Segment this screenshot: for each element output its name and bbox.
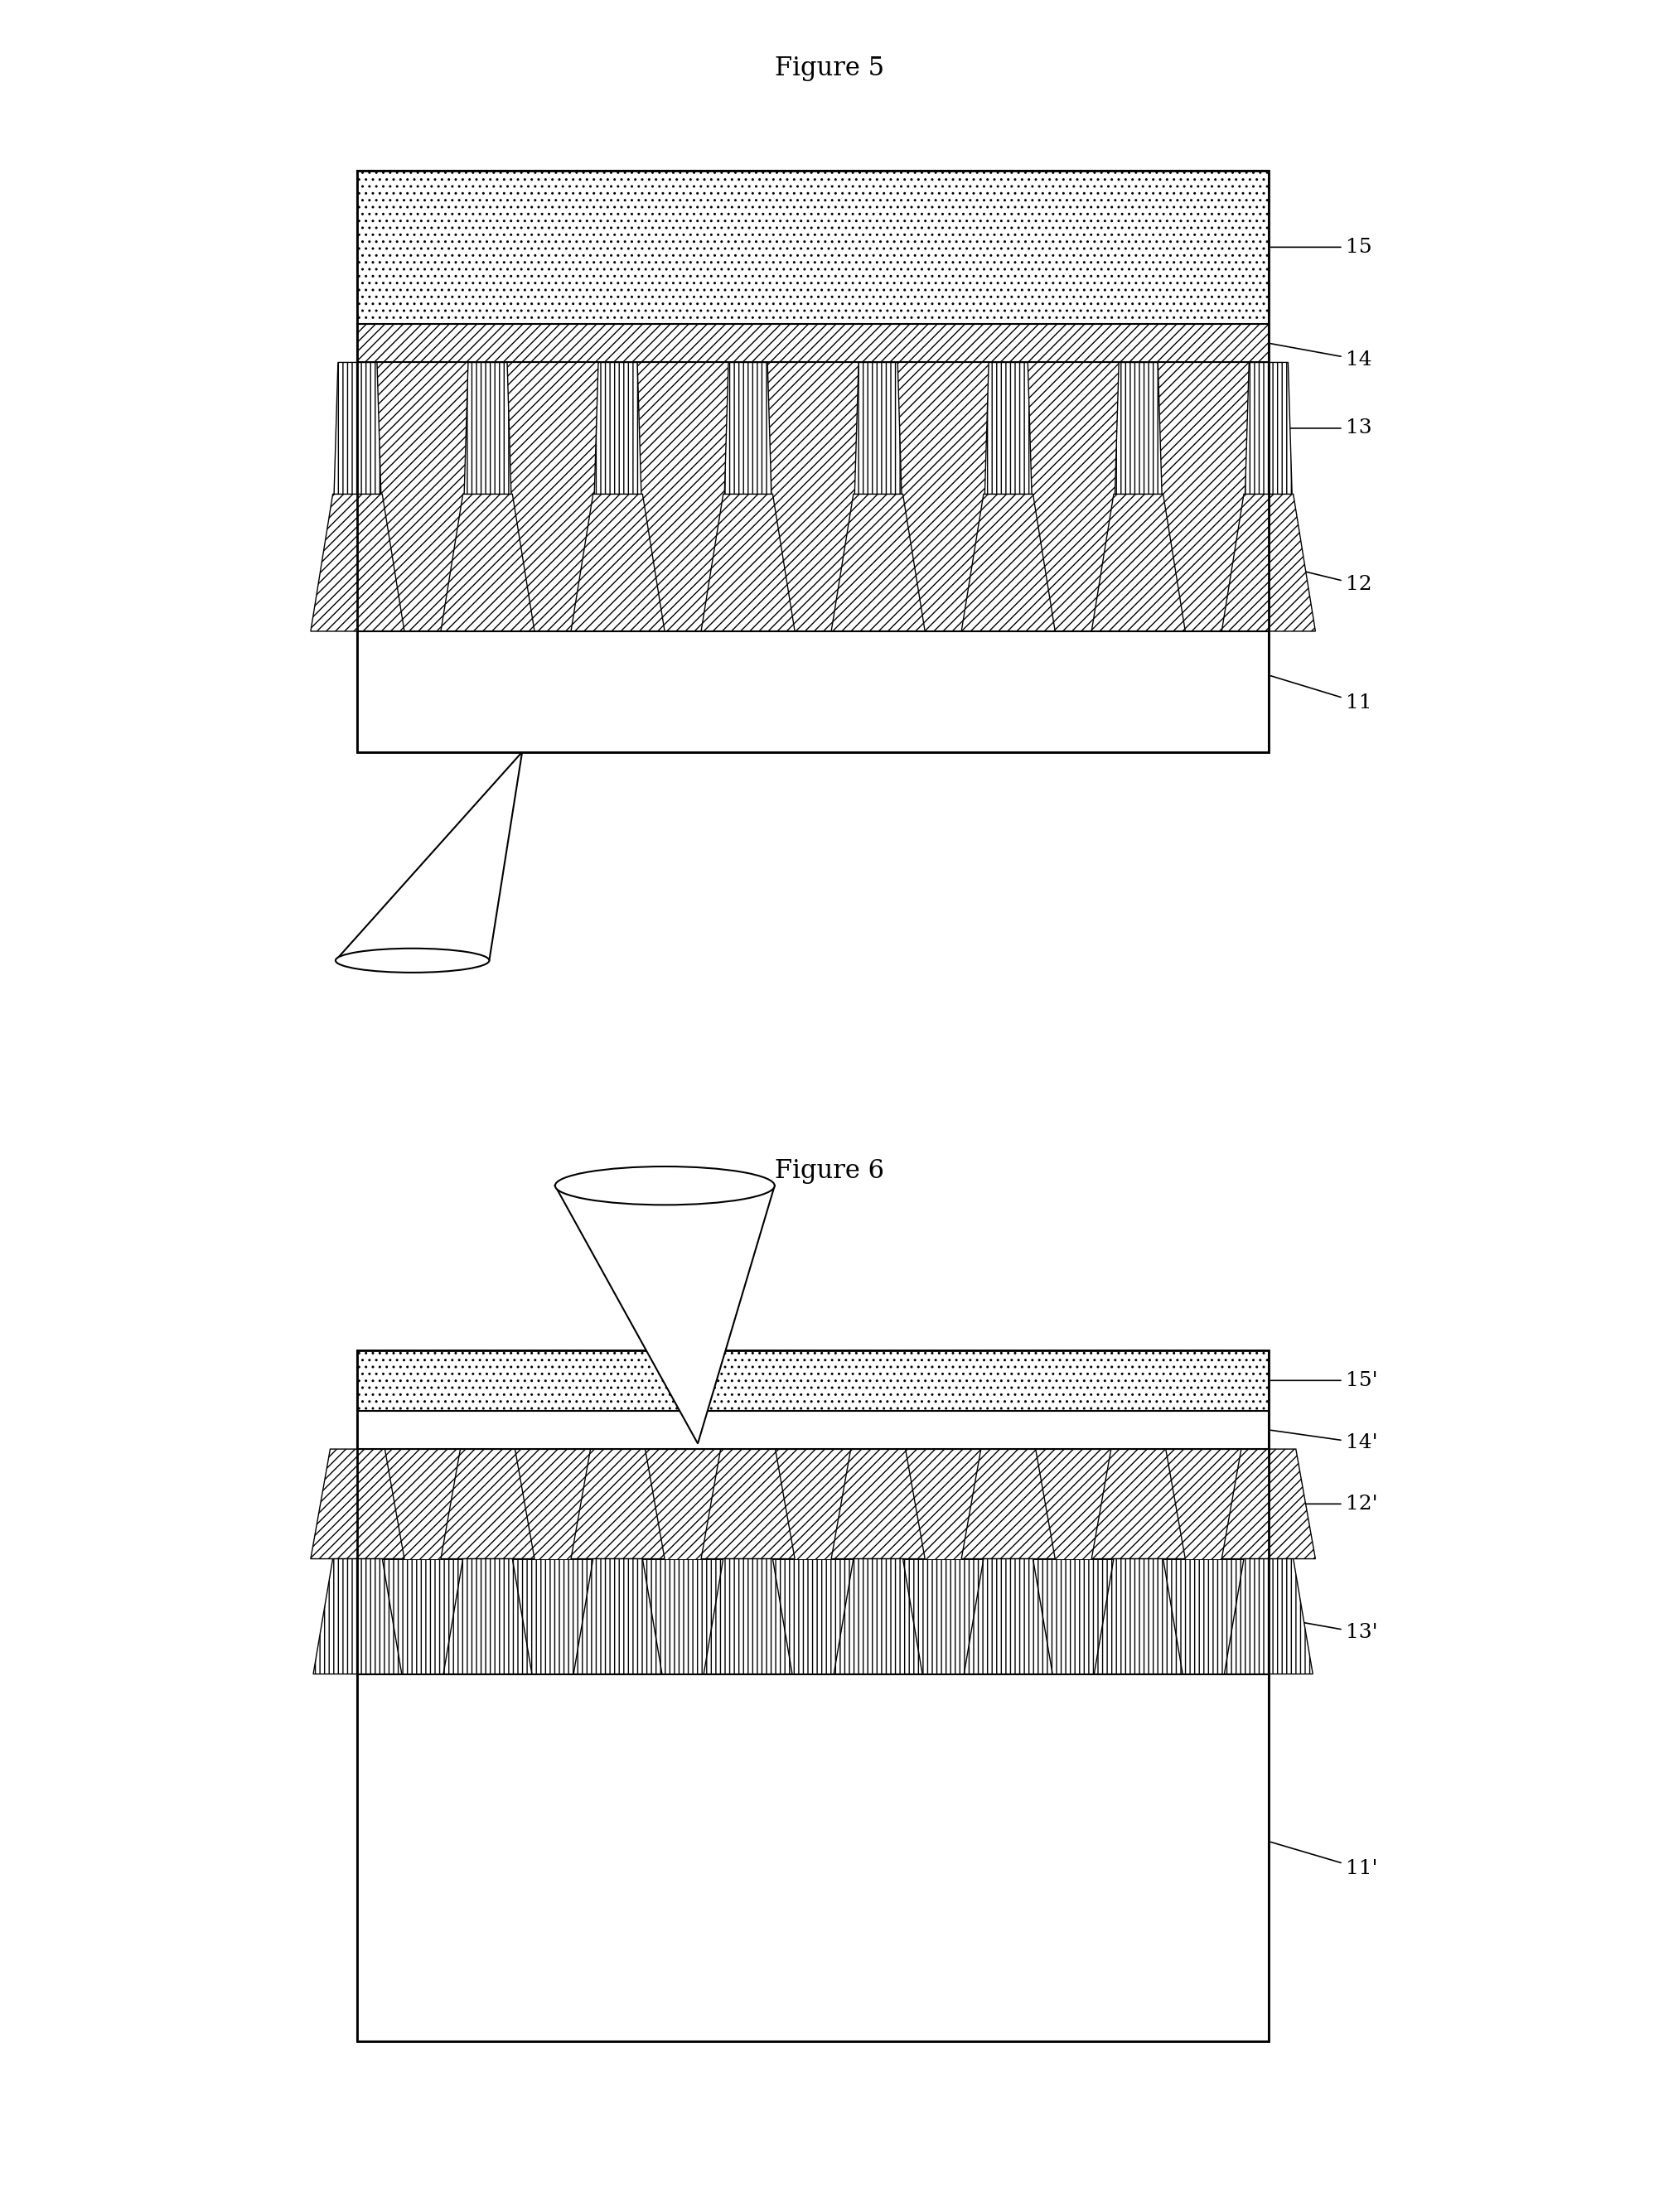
Polygon shape bbox=[962, 493, 1055, 630]
Ellipse shape bbox=[556, 1166, 775, 1206]
Bar bbox=[357, 1449, 1269, 1559]
Polygon shape bbox=[1115, 363, 1161, 493]
Polygon shape bbox=[571, 493, 665, 630]
Polygon shape bbox=[703, 1559, 793, 1674]
Polygon shape bbox=[335, 752, 523, 960]
Ellipse shape bbox=[335, 949, 489, 973]
Text: 11: 11 bbox=[1271, 677, 1372, 712]
Text: 13': 13' bbox=[1271, 1617, 1377, 1641]
Polygon shape bbox=[1092, 1449, 1185, 1559]
Bar bbox=[357, 170, 1269, 752]
Bar bbox=[357, 170, 1269, 323]
Polygon shape bbox=[443, 1559, 533, 1674]
Bar bbox=[357, 1449, 1269, 1559]
Polygon shape bbox=[964, 1559, 1052, 1674]
Polygon shape bbox=[556, 1186, 775, 1444]
Polygon shape bbox=[465, 363, 511, 493]
Bar bbox=[357, 1349, 1269, 2042]
Bar bbox=[357, 630, 1269, 752]
Polygon shape bbox=[441, 493, 534, 630]
Bar bbox=[357, 170, 1269, 323]
Text: 15: 15 bbox=[1271, 237, 1372, 257]
Polygon shape bbox=[1092, 493, 1185, 630]
Polygon shape bbox=[831, 1449, 926, 1559]
Bar bbox=[357, 1349, 1269, 1411]
Polygon shape bbox=[1095, 1559, 1183, 1674]
Polygon shape bbox=[310, 493, 405, 630]
Polygon shape bbox=[854, 363, 901, 493]
Polygon shape bbox=[725, 363, 771, 493]
Bar bbox=[357, 1411, 1269, 1449]
Polygon shape bbox=[962, 1449, 1055, 1559]
Polygon shape bbox=[1244, 363, 1292, 493]
Bar bbox=[357, 323, 1269, 363]
Polygon shape bbox=[1221, 493, 1316, 630]
Polygon shape bbox=[574, 1559, 662, 1674]
Text: Figure 6: Figure 6 bbox=[775, 1159, 884, 1183]
Polygon shape bbox=[702, 493, 795, 630]
Text: 12': 12' bbox=[1271, 1495, 1377, 1513]
Bar bbox=[357, 1349, 1269, 1411]
Polygon shape bbox=[314, 1559, 401, 1674]
Polygon shape bbox=[1224, 1559, 1312, 1674]
Bar bbox=[357, 1559, 1269, 1674]
Bar bbox=[357, 363, 1269, 630]
Polygon shape bbox=[441, 1449, 534, 1559]
Text: 14: 14 bbox=[1271, 343, 1372, 369]
Text: 14': 14' bbox=[1271, 1431, 1377, 1453]
Polygon shape bbox=[310, 1449, 405, 1559]
Polygon shape bbox=[702, 1449, 795, 1559]
Text: 11': 11' bbox=[1271, 1843, 1377, 1878]
Bar bbox=[357, 363, 1269, 630]
Bar bbox=[357, 1559, 1269, 1674]
Text: Figure 5: Figure 5 bbox=[775, 55, 884, 82]
Text: 13: 13 bbox=[1271, 418, 1372, 438]
Polygon shape bbox=[333, 363, 382, 493]
Bar bbox=[357, 323, 1269, 363]
Polygon shape bbox=[594, 363, 642, 493]
Polygon shape bbox=[834, 1559, 922, 1674]
Text: 15': 15' bbox=[1271, 1371, 1377, 1389]
Polygon shape bbox=[571, 1449, 665, 1559]
Polygon shape bbox=[1221, 1449, 1316, 1559]
Polygon shape bbox=[985, 363, 1032, 493]
Text: 12: 12 bbox=[1271, 564, 1372, 595]
Polygon shape bbox=[831, 493, 926, 630]
Bar bbox=[357, 1674, 1269, 2042]
